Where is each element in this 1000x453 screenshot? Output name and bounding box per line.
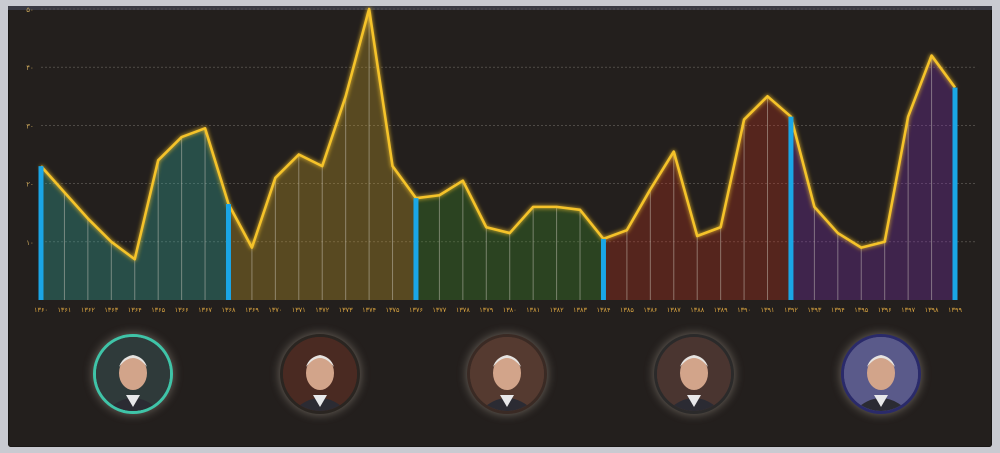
x-tick-label: ۱۳۹۳: [807, 306, 821, 314]
x-tick-label: ۱۳۷۷: [432, 306, 446, 314]
x-tick-label: ۱۳۸۳: [573, 306, 587, 314]
x-tick-label: ۱۳۶۵: [151, 306, 165, 314]
period-area-2: [228, 9, 416, 300]
x-tick-label: ۱۳۹۸: [925, 306, 939, 314]
x-tick-label: ۱۳۸۰: [503, 306, 517, 314]
x-tick-label: ۱۳۸۲: [550, 306, 564, 314]
y-tick-label: ۲۰: [26, 181, 34, 189]
x-tick-label: ۱۳۹۷: [901, 306, 915, 314]
period-marker-2: [225, 203, 231, 300]
chart-panel: ۱۰ ۲۰ ۳۰ ۴۰ ۵۰ ۱۳۶۰ ۱۳۶۱ ۱۳۶۲ ۱۳۶۳ ۱۳۶۴ ۱۳۶۵ ۱۳۶۶ ۱…: [8, 6, 992, 447]
x-tick-label: ۱۳۶۰: [34, 306, 48, 314]
x-tick-label: ۱۳۹۹: [948, 306, 962, 314]
x-tick-label: ۱۳۸۷: [667, 306, 681, 314]
x-tick-label: ۱۳۶۶: [175, 306, 189, 314]
period-marker-5: [788, 116, 794, 300]
x-tick-label: ۱۳۶۱: [57, 306, 71, 314]
x-tick-label: ۱۳۶۷: [198, 306, 212, 314]
x-tick-label: ۱۳۷۳: [339, 306, 353, 314]
x-tick-label: ۱۳۷۸: [456, 306, 470, 314]
x-tick-label: ۱۳۶۳: [104, 306, 118, 314]
portrait-1: [93, 334, 173, 414]
portrait-5: [841, 334, 921, 414]
y-tick-label: ۵۰: [26, 6, 34, 14]
y-tick-label: ۱۰: [26, 239, 34, 247]
period-marker-1: [38, 166, 44, 300]
period-area-1: [41, 128, 229, 300]
x-tick-label: ۱۳۶۸: [222, 306, 236, 314]
period-area-4: [603, 96, 791, 300]
portrait-2: [280, 334, 360, 414]
x-tick-label: ۱۳۶۲: [81, 306, 95, 314]
x-tick-label: ۱۳۹۴: [831, 306, 845, 314]
x-tick-label: ۱۳۹۵: [854, 306, 868, 314]
x-tick-label: ۱۳۸۹: [714, 306, 728, 314]
x-tick-label: ۱۳۸۶: [643, 306, 657, 314]
x-tick-label: ۱۳۷۹: [479, 306, 493, 314]
period-area-5: [790, 55, 955, 301]
x-tick-label: ۱۳۷۰: [268, 306, 282, 314]
x-tick-label: ۱۳۸۴: [596, 306, 610, 314]
portrait-3: [467, 334, 547, 414]
x-tick-label: ۱۳۸۵: [620, 306, 634, 314]
x-tick-label: ۱۳۷۲: [315, 306, 329, 314]
period-marker-4: [600, 238, 606, 300]
end-marker: [952, 87, 958, 300]
x-tick-label: ۱۳۹۰: [737, 306, 751, 314]
x-tick-label: ۱۳۸۱: [526, 306, 540, 314]
x-tick-label: ۱۳۹۲: [784, 306, 798, 314]
area-chart: ۱۰ ۲۰ ۳۰ ۴۰ ۵۰ ۱۳۶۰ ۱۳۶۱ ۱۳۶۲ ۱۳۶۳ ۱۳۶۴ ۱۳۶۵ ۱۳۶۶ ۱…: [26, 6, 975, 314]
series-line: [40, 7, 957, 261]
x-tick-label: ۱۳۷۴: [362, 306, 376, 314]
x-tick-label: ۱۳۹۶: [878, 306, 892, 314]
x-tick-label: ۱۳۹۱: [761, 306, 775, 314]
period-marker-3: [413, 198, 419, 300]
x-tick-label: ۱۳۷۱: [292, 306, 306, 314]
x-tick-label: ۱۳۶۹: [245, 306, 259, 314]
y-tick-label: ۴۰: [26, 64, 34, 72]
x-tick-label: ۱۳۸۸: [690, 306, 704, 314]
period-area-3: [415, 180, 604, 300]
y-tick-label: ۳۰: [26, 122, 34, 130]
portrait-4: [654, 334, 734, 414]
x-tick-label: ۱۳۷۵: [386, 306, 400, 314]
x-tick-label: ۱۳۶۴: [128, 306, 142, 314]
x-tick-label: ۱۳۷۶: [409, 306, 423, 314]
